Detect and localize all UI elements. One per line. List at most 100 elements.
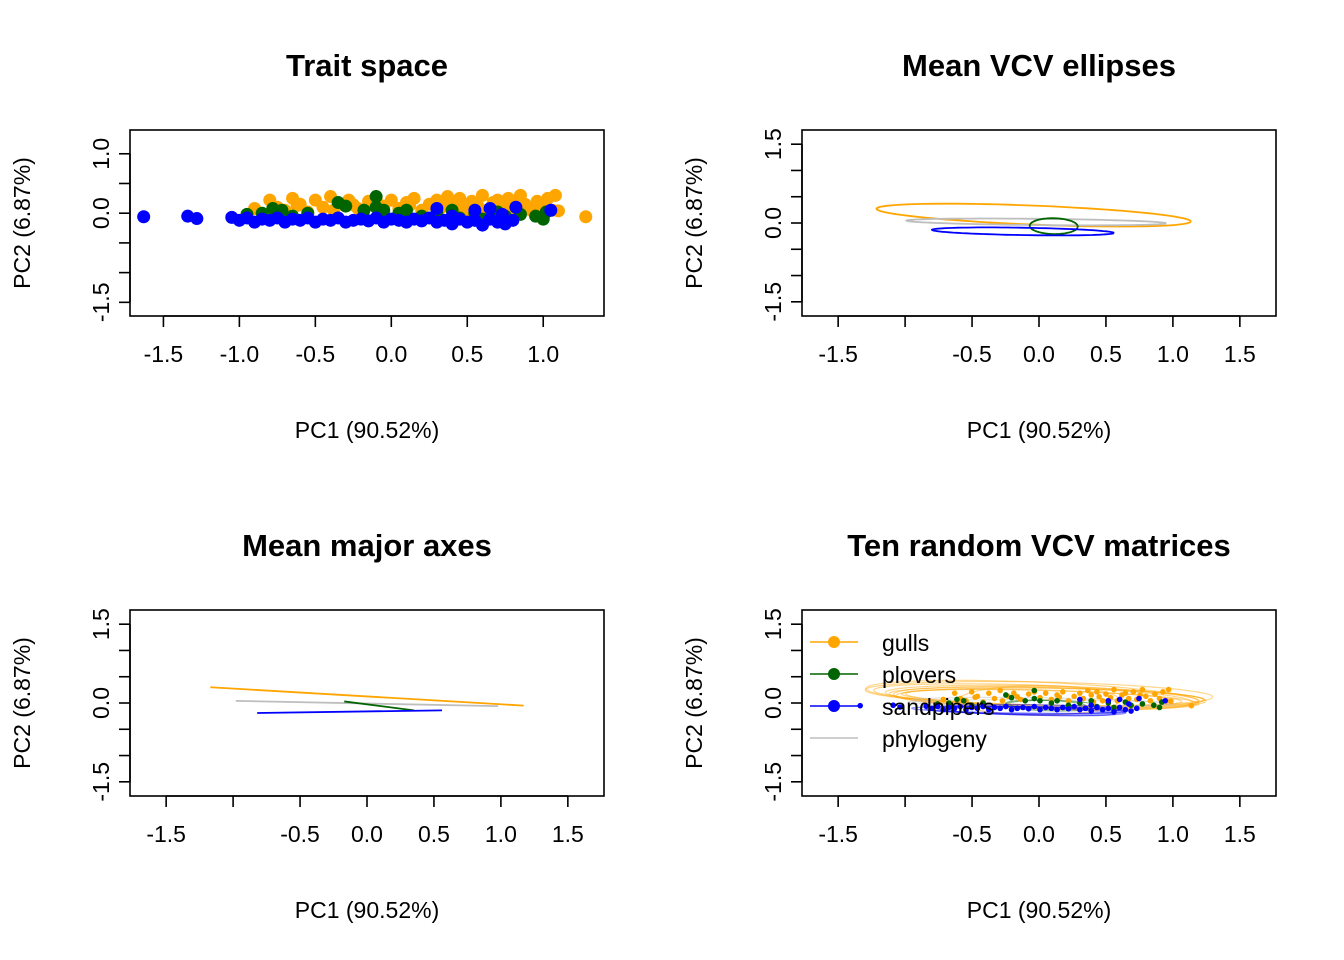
y-axis-label: PC2 (6.87%) (9, 157, 35, 289)
point-gulls (991, 695, 998, 702)
x-tick-label: 0.5 (1090, 341, 1122, 367)
point-gulls (290, 198, 304, 212)
point-sandpipers (1003, 703, 1009, 710)
y-axis-label: PC2 (6.87%) (681, 637, 707, 769)
point-sandpipers (1031, 703, 1038, 710)
legend-item-plovers: plovers (810, 662, 956, 688)
x-tick-label: -1.5 (144, 341, 184, 367)
point-sandpipers (1105, 705, 1112, 712)
point-sandpipers (1162, 697, 1168, 704)
point-sandpipers (509, 200, 523, 214)
point-sandpipers (1042, 704, 1049, 711)
y-tick-label: 1.5 (88, 608, 114, 640)
point-sandpipers (1122, 706, 1129, 713)
point-gulls (1085, 687, 1091, 694)
point-sandpipers (940, 706, 947, 713)
y-tick-label: -1.5 (760, 282, 786, 322)
ellipse-sandpipers (930, 226, 1115, 237)
point-plovers (369, 190, 383, 204)
x-tick-label: 0.5 (1090, 821, 1122, 847)
x-tick-label: 1.0 (485, 821, 517, 847)
panel-mean-vcv-ellipses: Mean VCV ellipses PC1 (90.52%) PC2 (6.87… (681, 48, 1277, 443)
point-gulls (1094, 689, 1100, 695)
point-gulls (1125, 695, 1132, 702)
point-sandpipers (1020, 704, 1026, 711)
point-gulls (384, 193, 398, 207)
y-tick-label: 0.0 (760, 687, 786, 719)
ellipse-gulls (864, 680, 1214, 707)
point-sandpipers (544, 203, 558, 217)
point-plovers (1156, 704, 1163, 711)
point-gulls (1103, 691, 1109, 697)
point-sandpipers (890, 702, 896, 709)
axis-segment-plovers (344, 700, 414, 712)
panel-mean-major-axes: Mean major axes PC1 (90.52%) PC2 (6.87%)… (9, 528, 605, 923)
point-sandpipers (445, 209, 459, 223)
point-plovers (1139, 701, 1146, 707)
point-gulls (316, 200, 330, 214)
point-gulls (1099, 697, 1106, 704)
panel-ten-random-vcv: Ten random VCV matrices PC1 (90.52%) PC2… (681, 528, 1277, 923)
legend-label-phylogeny: phylogeny (882, 726, 987, 752)
x-tick-label: 0.5 (418, 821, 450, 847)
point-sandpipers (1037, 706, 1043, 713)
x-axis: -1.5 -0.5 0.0 0.5 1.0 1.5 (818, 315, 1256, 367)
point-gulls (1088, 692, 1095, 698)
point-sandpipers (468, 203, 482, 217)
point-sandpipers (1088, 708, 1095, 714)
point-sandpipers (968, 704, 975, 711)
point-plovers (1048, 700, 1055, 706)
point-gulls (1122, 690, 1129, 696)
y-tick-label: 0.0 (88, 197, 114, 229)
point-sandpipers (483, 201, 497, 215)
panel-title: Ten random VCV matrices (847, 528, 1231, 563)
point-sandpipers (1111, 709, 1117, 715)
y-axis: -1.5 0.0 1.0 (88, 138, 131, 323)
x-tick-label: -0.5 (952, 821, 992, 847)
y-tick-label: 1.5 (760, 128, 786, 160)
point-sandpipers (1082, 705, 1089, 712)
marks-trait (137, 188, 593, 232)
legend-label-plovers: plovers (882, 662, 956, 688)
y-tick-label: -1.5 (88, 283, 114, 323)
y-axis: -1.5 0.0 1.5 (760, 128, 803, 322)
point-sandpipers (1025, 706, 1032, 712)
point-plovers (1088, 697, 1095, 704)
legend: gulls plovers sandpipers phylogeny (810, 630, 995, 752)
point-sandpipers (857, 702, 863, 709)
ellipse-phylogeny (904, 217, 1167, 227)
y-axis: -1.5 0.0 1.5 (88, 608, 131, 802)
point-plovers (1022, 697, 1029, 704)
x-axis-label: PC1 (90.52%) (295, 897, 439, 923)
point-gulls (1139, 686, 1146, 693)
point-gulls (968, 689, 975, 695)
legend-label-sandpipers: sandpipers (882, 694, 995, 720)
point-plovers (1151, 702, 1157, 709)
point-sandpipers (1077, 706, 1083, 713)
x-axis: -1.5 -0.5 0.0 0.5 1.0 1.5 (818, 795, 1256, 847)
point-sandpipers (495, 207, 509, 221)
point-sandpipers (974, 705, 981, 712)
point-gulls (951, 690, 958, 696)
point-sandpipers (1088, 702, 1095, 709)
legend-item-phylogeny: phylogeny (810, 726, 987, 752)
point-gulls (548, 188, 562, 202)
point-gulls (997, 687, 1003, 694)
point-plovers (1031, 687, 1038, 694)
point-sandpipers (991, 704, 998, 711)
x-tick-label: 1.0 (1157, 341, 1189, 367)
point-sandpipers (137, 210, 151, 224)
legend-dot-sandpipers (828, 700, 840, 712)
point-gulls (1071, 693, 1077, 700)
point-gulls (999, 697, 1006, 704)
point-gulls (1188, 702, 1195, 709)
ellipse-gulls (888, 686, 1206, 707)
y-tick-label: -1.5 (760, 762, 786, 802)
y-axis-label: PC2 (6.87%) (9, 637, 35, 769)
x-tick-label: 0.0 (1023, 341, 1055, 367)
x-tick-label: 1.5 (552, 821, 584, 847)
point-gulls (1147, 697, 1154, 704)
y-tick-label: 1.0 (88, 138, 114, 170)
axis-segment-sandpipers (257, 709, 442, 714)
